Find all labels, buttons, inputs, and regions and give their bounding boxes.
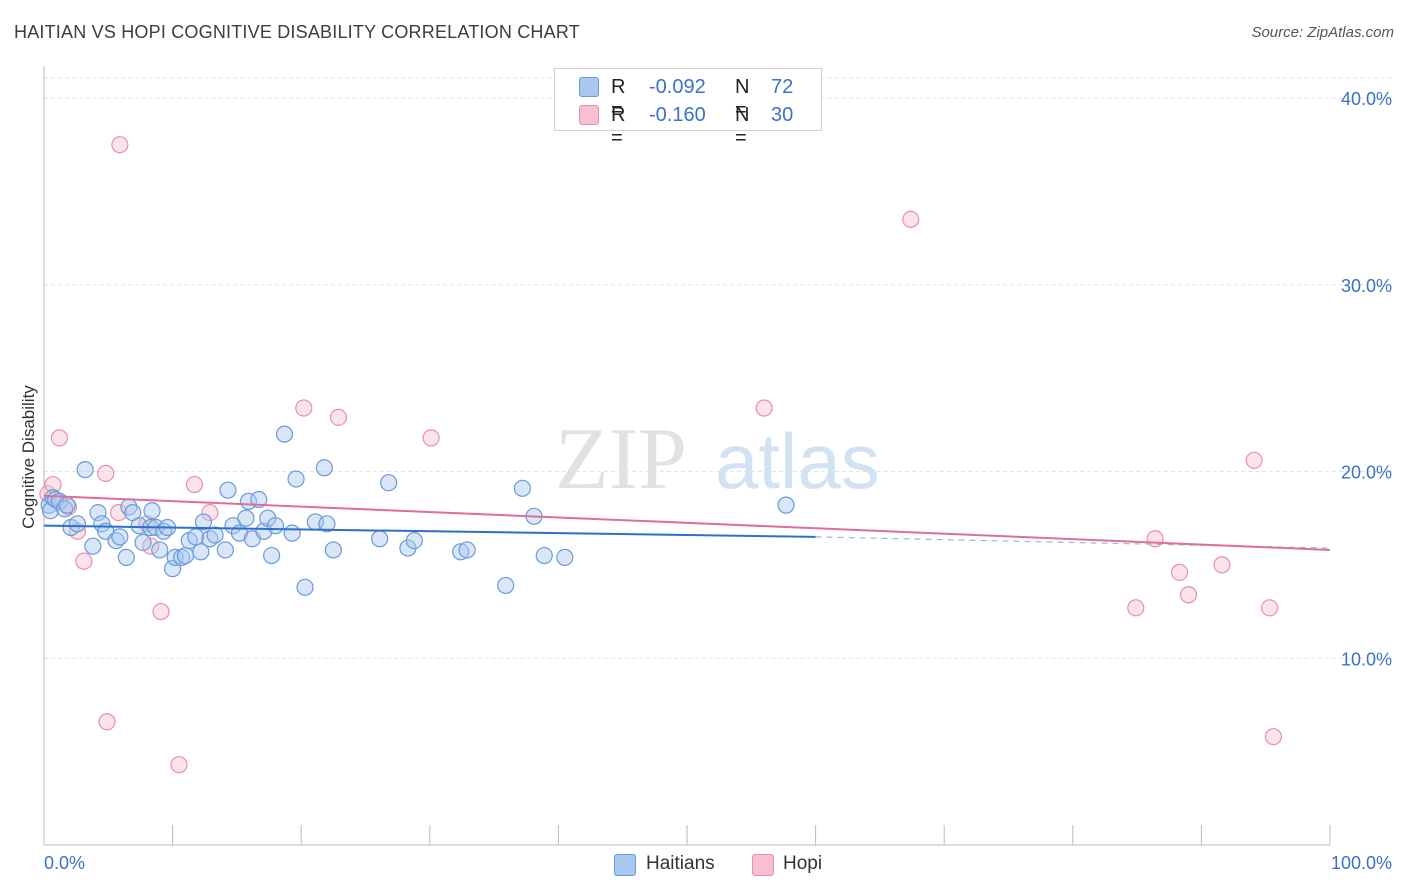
y-tick-label: 30.0%	[1341, 276, 1392, 296]
legend-label-hopi: Hopi	[783, 853, 823, 874]
legend-r-value: -0.160	[649, 104, 706, 126]
haitians-point	[41, 502, 60, 520]
hopi-point	[1264, 728, 1283, 746]
haitians-swatch	[614, 854, 636, 876]
source-label: Source: ZipAtlas.com	[1251, 24, 1394, 41]
legend-r-label: R =	[611, 76, 626, 121]
haitians-point	[324, 541, 342, 559]
haitians-point	[283, 524, 301, 542]
haitians-point	[777, 496, 795, 514]
hopi-point	[295, 399, 313, 417]
haitians-point	[250, 490, 268, 509]
haitians-point	[84, 537, 102, 555]
y-tick-label: 20.0%	[1341, 463, 1392, 483]
haitians-trend-line	[43, 524, 816, 538]
y-tick-label: 10.0%	[1341, 649, 1392, 669]
haitians-point	[380, 474, 398, 492]
haitians-point	[287, 470, 305, 488]
x-tick-label: 100.0%	[1331, 853, 1392, 873]
haitians-point	[216, 541, 234, 559]
haitians-point	[117, 548, 135, 567]
haitians-point	[318, 515, 336, 533]
x-tick-label: 0.0%	[44, 853, 85, 873]
haitians-point	[194, 513, 213, 531]
haitians-point	[535, 546, 553, 565]
watermark-zip: ZIP	[555, 411, 687, 508]
hopi-point	[1260, 599, 1279, 617]
hopi-point	[111, 136, 129, 154]
haitians-point	[296, 578, 314, 596]
haitians-point	[452, 543, 470, 561]
haitians-point	[68, 515, 87, 533]
legend-n-label: N =	[735, 76, 750, 121]
haitians-point	[497, 576, 515, 595]
haitians-point	[206, 526, 224, 544]
haitians-point	[405, 532, 423, 550]
gridlines	[44, 77, 1392, 659]
axes	[43, 66, 1331, 846]
legend-r-value: -0.092	[649, 76, 706, 98]
haitians-point	[176, 546, 195, 565]
legend-n-value: 30	[771, 104, 794, 126]
trend-lines	[43, 494, 1331, 551]
haitians-point	[111, 528, 129, 546]
haitians-point	[134, 533, 152, 552]
haitians-trend-extension	[815, 536, 1331, 549]
hopi-swatch	[579, 105, 599, 125]
hopi-point	[1170, 563, 1189, 581]
watermark-atlas: atlas	[715, 417, 880, 505]
hopi-point	[97, 464, 115, 482]
haitians-point	[192, 543, 210, 561]
legend-n-value: 72	[771, 76, 794, 98]
y-axis-title: Cognitive Disability	[19, 385, 38, 529]
hopi-point	[1213, 556, 1231, 574]
hopi-point	[185, 475, 204, 494]
hopi-point	[329, 408, 348, 426]
hopi-point	[201, 503, 219, 522]
hopi-point	[1245, 451, 1263, 469]
haitians-point	[58, 496, 76, 514]
hopi-point	[75, 552, 93, 570]
hopi-point	[1179, 586, 1198, 604]
hopi-point	[755, 399, 773, 417]
haitians-point	[151, 541, 169, 559]
haitians-point	[187, 528, 205, 546]
haitians-point	[458, 541, 476, 559]
legend-n-label: N =	[735, 104, 750, 149]
haitians-point	[513, 479, 531, 497]
hopi-point	[152, 602, 170, 621]
watermark: ZIP atlas	[555, 411, 880, 508]
correlation-legend: R = -0.092 N = 72 R = -0.160 N = 30	[554, 68, 822, 149]
haitians-point	[143, 502, 161, 520]
haitians-point	[263, 546, 281, 565]
legend-label-haitians: Haitians	[646, 853, 715, 874]
legend-r-label: R =	[611, 104, 626, 149]
hopi-point	[1127, 599, 1145, 617]
haitians-point	[76, 461, 94, 479]
hopi-trend-line	[43, 494, 1331, 551]
hopi-point	[98, 713, 116, 731]
tick-labels: 10.0% 20.0% 30.0% 40.0% 0.0% 100.0% Cognitive …	[19, 89, 1392, 873]
hopi-point	[170, 756, 188, 774]
haitians-point	[219, 481, 237, 499]
chart-title: HAITIAN VS HOPI COGNITIVE DISABILITY COR…	[14, 22, 580, 42]
hopi-point	[902, 210, 920, 228]
haitians-point	[237, 509, 255, 527]
haitians-point	[315, 459, 333, 477]
haitians-point	[266, 517, 285, 535]
haitians-point	[275, 425, 294, 443]
haitians-point	[371, 530, 389, 548]
haitians-point	[89, 503, 107, 522]
hopi-point	[109, 503, 128, 522]
hopi-point	[44, 475, 62, 494]
hopi-swatch	[752, 854, 774, 876]
haitians-swatch	[579, 77, 599, 97]
y-tick-label: 40.0%	[1341, 89, 1392, 109]
hopi-point	[50, 429, 69, 447]
hopi-point	[422, 429, 440, 447]
haitians-point	[164, 560, 182, 578]
haitians-point	[166, 548, 184, 567]
haitians-point	[556, 548, 574, 567]
